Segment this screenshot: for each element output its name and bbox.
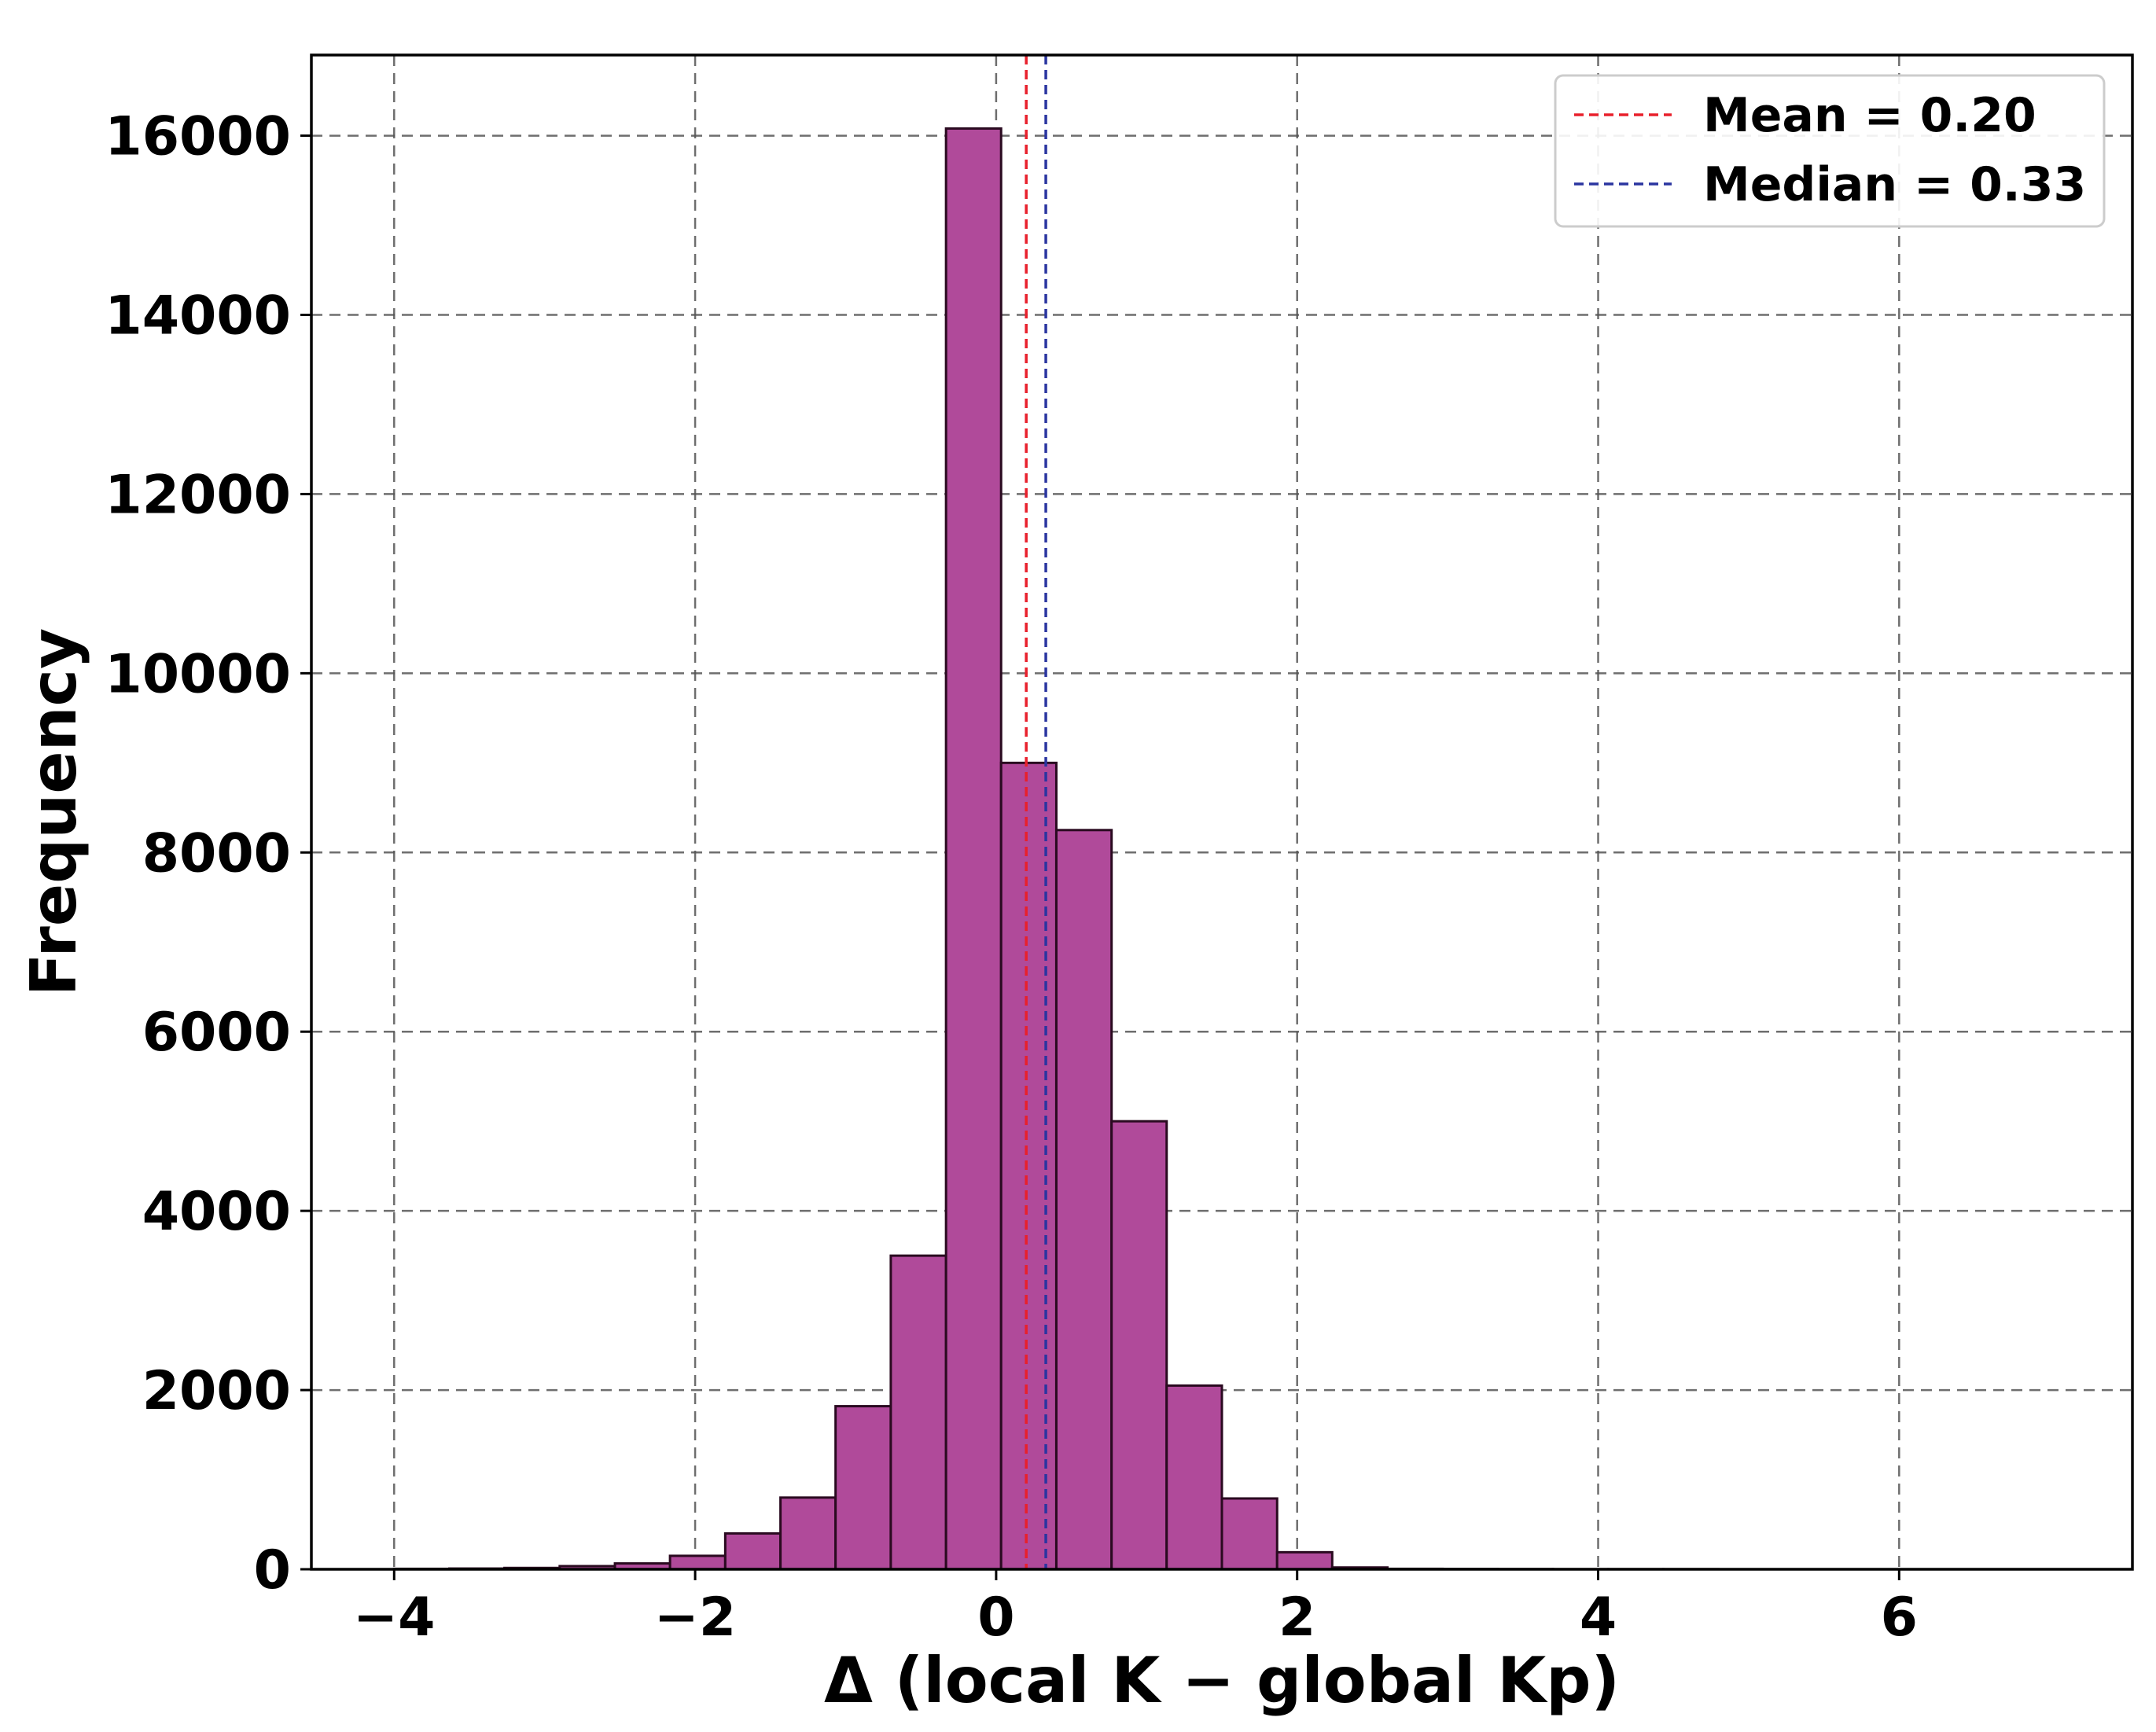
- legend-box: [1554, 74, 2106, 228]
- axis-ticks: −4 −2 0 2 4 6 0 2000 4000 6000 8000 10000 12000 14000…: [105, 106, 1918, 1649]
- x-tick-label: −2: [654, 1587, 736, 1649]
- legend-median-label: Median = 0.33: [1703, 157, 2086, 212]
- y-tick-label: 16000: [105, 106, 291, 168]
- histogram-bars: [392, 127, 1720, 1571]
- y-tick-label: 8000: [142, 822, 291, 884]
- histogram-bar: [999, 761, 1058, 1571]
- legend: Mean = 0.20 Median = 0.33: [1554, 74, 2106, 228]
- legend-mean-label: Mean = 0.20: [1703, 88, 2036, 143]
- histogram-bar: [944, 127, 1003, 1571]
- y-tick-label: 10000: [105, 643, 291, 705]
- y-tick-label: 14000: [105, 285, 291, 347]
- histogram-bar: [779, 1496, 837, 1571]
- histogram-bar: [1054, 829, 1113, 1571]
- histogram-bar: [889, 1254, 947, 1571]
- y-tick-label: 0: [254, 1539, 291, 1601]
- y-tick-label: 12000: [105, 464, 291, 526]
- plot-frame: [310, 53, 2134, 1571]
- histogram-bar: [668, 1554, 727, 1571]
- x-tick-label: −4: [353, 1587, 435, 1649]
- histogram-bar: [834, 1405, 892, 1571]
- histogram-bar: [1110, 1120, 1168, 1571]
- x-tick-label: 4: [1580, 1587, 1617, 1649]
- y-tick-label: 4000: [142, 1181, 291, 1243]
- histogram-bar: [723, 1532, 782, 1571]
- y-tick-label: 6000: [142, 1002, 291, 1064]
- y-axis-title: Frequency: [17, 628, 90, 996]
- y-tick-label: 2000: [142, 1360, 291, 1422]
- histogram-bar: [1165, 1384, 1223, 1571]
- x-tick-label: 0: [977, 1587, 1014, 1649]
- reference-lines: [1025, 55, 1047, 1569]
- x-axis-title: Δ (local K − global Kp): [824, 1644, 1620, 1717]
- grid-lines: [311, 55, 2132, 1571]
- histogram-bar: [1275, 1550, 1334, 1571]
- x-tick-label: 6: [1881, 1587, 1918, 1649]
- histogram-bar: [1220, 1497, 1279, 1571]
- x-tick-label: 2: [1279, 1587, 1315, 1649]
